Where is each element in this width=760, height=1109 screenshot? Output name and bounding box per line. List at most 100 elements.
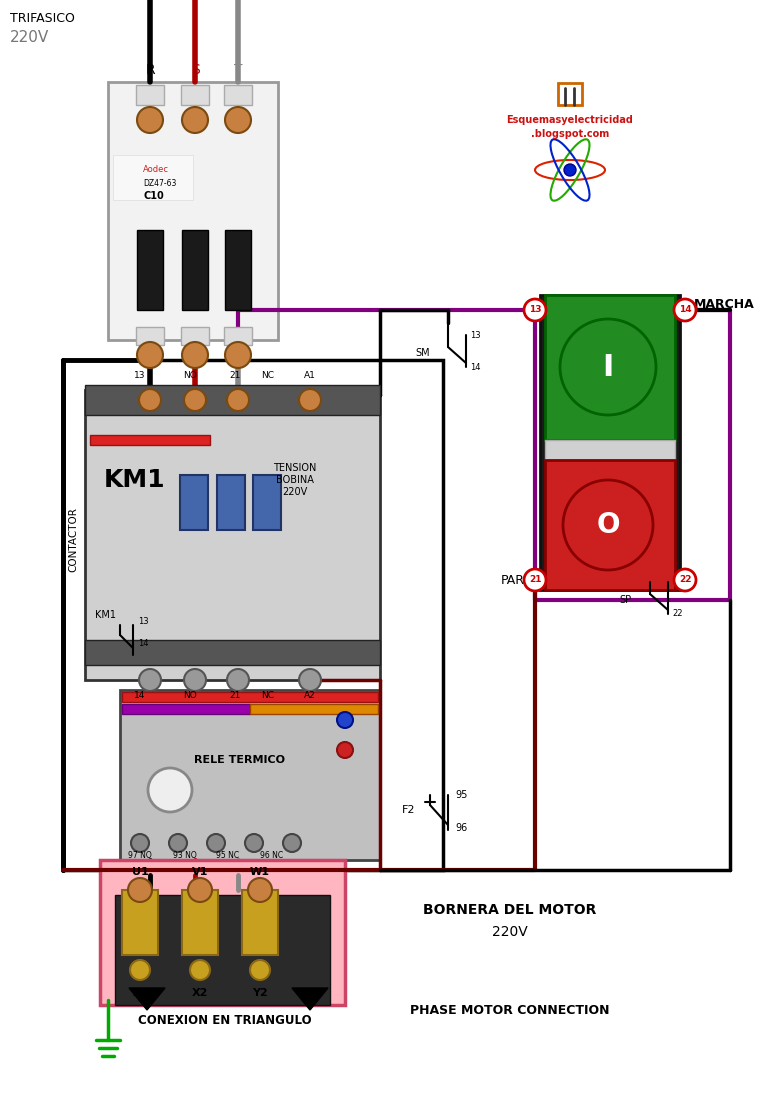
Text: TENSION
BOBINA
220V: TENSION BOBINA 220V: [274, 464, 317, 497]
Text: RELE TERMICO: RELE TERMICO: [195, 755, 286, 765]
Polygon shape: [129, 988, 165, 1010]
Bar: [217, 475, 245, 530]
Polygon shape: [292, 988, 328, 1010]
Bar: [122, 704, 250, 714]
Bar: [181, 327, 209, 345]
Circle shape: [674, 569, 696, 591]
Text: Esquemasyelectricidad: Esquemasyelectricidad: [507, 115, 633, 125]
Circle shape: [169, 834, 187, 852]
Bar: [545, 440, 675, 460]
Circle shape: [225, 106, 251, 133]
Text: F2: F2: [401, 805, 415, 815]
Text: 96 NC: 96 NC: [261, 851, 283, 859]
Bar: [122, 891, 158, 955]
Text: NC: NC: [261, 691, 274, 700]
Text: Aodec: Aodec: [143, 165, 169, 174]
Bar: [181, 85, 209, 105]
Text: R: R: [145, 63, 155, 77]
Text: I: I: [603, 353, 613, 381]
Bar: [122, 692, 378, 702]
Text: NO: NO: [183, 691, 197, 700]
Bar: [242, 891, 278, 955]
Text: 14: 14: [138, 639, 148, 648]
Text: 13: 13: [529, 305, 541, 315]
Bar: [180, 475, 208, 530]
Text: 95: 95: [455, 790, 467, 800]
Bar: [224, 85, 252, 105]
Circle shape: [182, 342, 208, 368]
Bar: [540, 295, 680, 590]
Circle shape: [564, 164, 576, 176]
Text: .blogspot.com: .blogspot.com: [531, 129, 609, 139]
Text: 220V: 220V: [492, 925, 528, 939]
Text: 13: 13: [135, 372, 146, 380]
Text: 21: 21: [230, 372, 241, 380]
Bar: [545, 460, 675, 590]
Bar: [558, 83, 582, 105]
Circle shape: [148, 769, 192, 812]
Text: CONTACTOR: CONTACTOR: [68, 508, 78, 572]
Circle shape: [128, 878, 152, 902]
Text: Z2: Z2: [132, 988, 148, 998]
Bar: [85, 640, 380, 665]
Circle shape: [250, 960, 270, 980]
Text: S: S: [191, 63, 199, 77]
Bar: [63, 360, 443, 869]
Circle shape: [560, 319, 656, 415]
Bar: [108, 82, 278, 340]
Circle shape: [563, 480, 653, 570]
Bar: [545, 295, 675, 440]
Bar: [115, 895, 330, 1005]
Bar: [90, 435, 210, 445]
Text: PHASE MOTOR CONNECTION: PHASE MOTOR CONNECTION: [410, 1004, 610, 1017]
Text: NO: NO: [183, 372, 197, 380]
Circle shape: [227, 389, 249, 411]
Text: 220V: 220V: [10, 31, 49, 45]
Text: MARCHA: MARCHA: [694, 298, 755, 312]
Text: 95 NC: 95 NC: [217, 851, 239, 859]
Circle shape: [131, 834, 149, 852]
Bar: [85, 385, 380, 415]
Bar: [253, 475, 281, 530]
Circle shape: [248, 878, 272, 902]
Text: A2: A2: [304, 691, 316, 700]
Text: 13: 13: [138, 618, 149, 627]
Circle shape: [299, 389, 321, 411]
Text: SM: SM: [416, 348, 430, 358]
Circle shape: [524, 299, 546, 321]
Text: X2: X2: [192, 988, 208, 998]
Text: SP: SP: [620, 596, 632, 606]
Text: 93 NO: 93 NO: [173, 851, 197, 859]
Bar: [137, 230, 163, 311]
Bar: [100, 859, 345, 1005]
Text: 13: 13: [470, 330, 480, 339]
Circle shape: [139, 669, 161, 691]
Text: 22: 22: [672, 610, 682, 619]
Bar: [250, 704, 378, 714]
Text: DZ47-63: DZ47-63: [143, 180, 176, 189]
Text: V1: V1: [192, 867, 208, 877]
Circle shape: [184, 389, 206, 411]
Text: 96: 96: [455, 823, 467, 833]
Text: TRIFASICO: TRIFASICO: [10, 11, 75, 24]
Text: 14: 14: [135, 691, 146, 700]
Circle shape: [283, 834, 301, 852]
Circle shape: [337, 742, 353, 757]
Text: W1: W1: [250, 867, 270, 877]
Text: 22: 22: [679, 576, 692, 584]
Circle shape: [245, 834, 263, 852]
Text: KM1: KM1: [104, 468, 166, 492]
Bar: [120, 690, 380, 859]
Text: 14: 14: [679, 305, 692, 315]
Circle shape: [227, 669, 249, 691]
Circle shape: [130, 960, 150, 980]
Circle shape: [299, 669, 321, 691]
Circle shape: [674, 299, 696, 321]
Circle shape: [524, 569, 546, 591]
Circle shape: [139, 389, 161, 411]
Bar: [182, 891, 218, 955]
Text: 14: 14: [470, 363, 480, 372]
Text: PARO: PARO: [501, 573, 535, 587]
Text: A1: A1: [304, 372, 316, 380]
Text: NC: NC: [261, 372, 274, 380]
